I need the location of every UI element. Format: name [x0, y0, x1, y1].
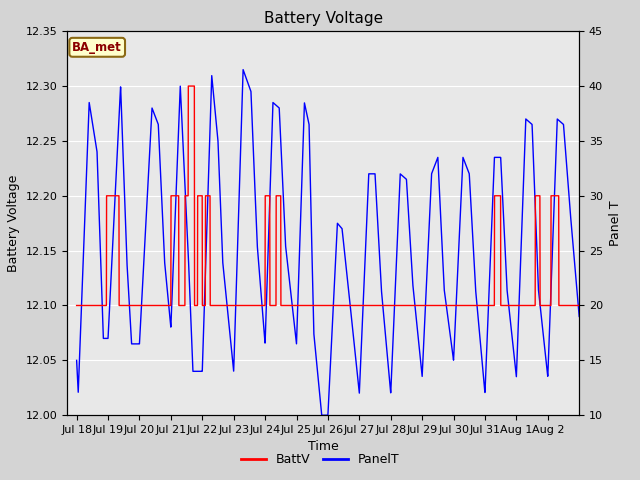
X-axis label: Time: Time — [308, 441, 339, 454]
Y-axis label: Battery Voltage: Battery Voltage — [7, 175, 20, 272]
Title: Battery Voltage: Battery Voltage — [264, 11, 383, 26]
Y-axis label: Panel T: Panel T — [609, 200, 621, 246]
Text: BA_met: BA_met — [72, 41, 122, 54]
Legend: BattV, PanelT: BattV, PanelT — [236, 448, 404, 471]
